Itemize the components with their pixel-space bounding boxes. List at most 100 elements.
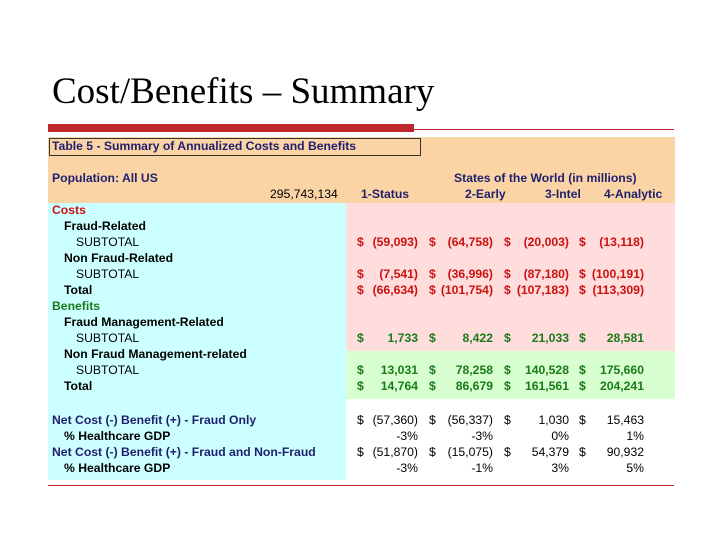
cost-nonfraud-subtotal-cell-1: (7,541) [379, 267, 418, 281]
benefit-nonfraud-subtotal-cell-4: 175,660 [599, 363, 644, 377]
subtotal-label: SUBTOTAL [76, 363, 140, 377]
pct-gdp-label: % Healthcare GDP [64, 461, 171, 475]
currency-symbol: $ [504, 283, 511, 297]
benefit-fraud-subtotal-cell-1: 1,733 [387, 331, 419, 345]
table-caption: Table 5 - Summary of Annualized Costs an… [52, 139, 357, 153]
summary-table: Table 5 - Summary of Annualized Costs an… [48, 137, 675, 480]
pct-gdp2-cell-1: -3% [396, 461, 418, 475]
column-header-3: 3-Intel [545, 187, 581, 201]
benefit-nonfraud-subtotal-cell-1: 13,031 [380, 363, 418, 377]
net-values-band [346, 399, 675, 480]
currency-symbol: $ [357, 363, 364, 377]
subtotal-label: SUBTOTAL [76, 331, 140, 345]
currency-symbol: $ [429, 235, 436, 249]
benefit-total-cell-2: 86,679 [455, 379, 493, 393]
cost-nonfraud-subtotal-cell-2: (36,996) [447, 267, 493, 281]
cost-fraud-subtotal-cell-4: (13,118) [599, 235, 644, 249]
cost-nonfraud-subtotal-cell-4: (100,191) [591, 267, 644, 281]
currency-symbol: $ [429, 331, 436, 345]
costs-heading: Costs [52, 203, 86, 217]
title-underline-accent [48, 124, 414, 132]
currency-symbol: $ [357, 445, 364, 459]
currency-symbol: $ [504, 235, 511, 249]
states-header: States of the World (in millions) [454, 171, 637, 185]
title-underline-rule [414, 129, 674, 130]
benefit-fraud-subtotal-cell-3: 21,033 [531, 331, 569, 345]
cost-fraud-subtotal-cell-2: (64,758) [447, 235, 493, 249]
cost-total-cell-1: (66,634) [372, 283, 418, 297]
benefits-heading: Benefits [52, 299, 101, 313]
currency-symbol: $ [357, 283, 364, 297]
currency-symbol: $ [579, 267, 586, 281]
currency-symbol: $ [429, 379, 436, 393]
non-fraud-related-label: Non Fraud-Related [64, 251, 174, 265]
net-fraud-only-cell-1: (57,360) [372, 413, 418, 427]
fraud-related-label: Fraud-Related [64, 219, 146, 233]
total-costs-label: Total [64, 283, 93, 297]
benefit-nonfraud-subtotal-cell-3: 140,528 [524, 363, 569, 377]
net-fraud-only-cell-3: 1,030 [538, 413, 570, 427]
benefit-total-cell-3: 161,561 [524, 379, 569, 393]
benefit-total-cell-4: 204,241 [599, 379, 644, 393]
net-fraud-nonfraud-cell-2: (15,075) [447, 445, 493, 459]
currency-symbol: $ [504, 331, 511, 345]
currency-symbol: $ [579, 331, 586, 345]
net-fraud-nonfraud-cell-1: (51,870) [372, 445, 418, 459]
currency-symbol: $ [357, 235, 364, 249]
table-caption-box [49, 138, 421, 156]
benefit-total-cell-1: 14,764 [380, 379, 418, 393]
currency-symbol: $ [579, 413, 586, 427]
column-header-4: 4-Analytic [604, 187, 663, 201]
pct-gdp2-cell-4: 5% [626, 461, 644, 475]
currency-symbol: $ [504, 363, 511, 377]
column-header-1: 1-Status [361, 187, 410, 201]
pct-gdp-label: % Healthcare GDP [64, 429, 171, 443]
fraud-mgmt-label: Fraud Management-Related [64, 315, 224, 329]
column-header-2: 2-Early [465, 187, 506, 201]
bottom-rule [48, 485, 674, 486]
row-labels-band [48, 203, 346, 480]
currency-symbol: $ [429, 267, 436, 281]
currency-symbol: $ [429, 283, 436, 297]
currency-symbol: $ [429, 413, 436, 427]
subtotal-label: SUBTOTAL [76, 235, 140, 249]
benefit-nonfraud-subtotal-cell-2: 78,258 [455, 363, 493, 377]
currency-symbol: $ [579, 235, 586, 249]
cost-total-cell-3: (107,183) [516, 283, 569, 297]
cost-total-cell-4: (113,309) [592, 283, 645, 297]
subtotal-label: SUBTOTAL [76, 267, 140, 281]
slide-title: Cost/Benefits – Summary [52, 71, 435, 112]
net-fraud-only-cell-4: 15,463 [606, 413, 644, 427]
currency-symbol: $ [579, 283, 586, 297]
pct-gdp1-cell-3: 0% [551, 429, 569, 443]
cost-total-cell-2: (101,754) [440, 283, 493, 297]
benefit-fraud-subtotal-cell-4: 28,581 [606, 331, 644, 345]
pct-gdp1-cell-4: 1% [626, 429, 644, 443]
currency-symbol: $ [357, 379, 364, 393]
population-label: Population: All US [52, 171, 158, 185]
cost-fraud-subtotal-cell-3: (20,003) [523, 235, 569, 249]
pct-gdp2-cell-2: -1% [471, 461, 493, 475]
currency-symbol: $ [429, 445, 436, 459]
population-value: 295,743,134 [270, 187, 338, 201]
net-fraud-only-label: Net Cost (-) Benefit (+) - Fraud Only [52, 413, 257, 427]
pct-gdp1-cell-1: -3% [396, 429, 418, 443]
currency-symbol: $ [357, 413, 364, 427]
total-benefits-label: Total [64, 379, 93, 393]
currency-symbol: $ [429, 363, 436, 377]
costs-values-band [346, 203, 675, 351]
cost-fraud-subtotal-cell-1: (59,093) [372, 235, 418, 249]
cost-nonfraud-subtotal-cell-3: (87,180) [523, 267, 569, 281]
benefits-values-band [346, 351, 675, 399]
currency-symbol: $ [504, 267, 511, 281]
currency-symbol: $ [579, 379, 586, 393]
currency-symbol: $ [357, 267, 364, 281]
net-fraud-only-cell-2: (56,337) [447, 413, 493, 427]
currency-symbol: $ [504, 445, 511, 459]
currency-symbol: $ [504, 413, 511, 427]
pct-gdp1-cell-2: -3% [471, 429, 493, 443]
pct-gdp2-cell-3: 3% [551, 461, 569, 475]
currency-symbol: $ [357, 331, 364, 345]
currency-symbol: $ [579, 445, 586, 459]
non-fraud-mgmt-label: Non Fraud Management-related [64, 347, 247, 361]
